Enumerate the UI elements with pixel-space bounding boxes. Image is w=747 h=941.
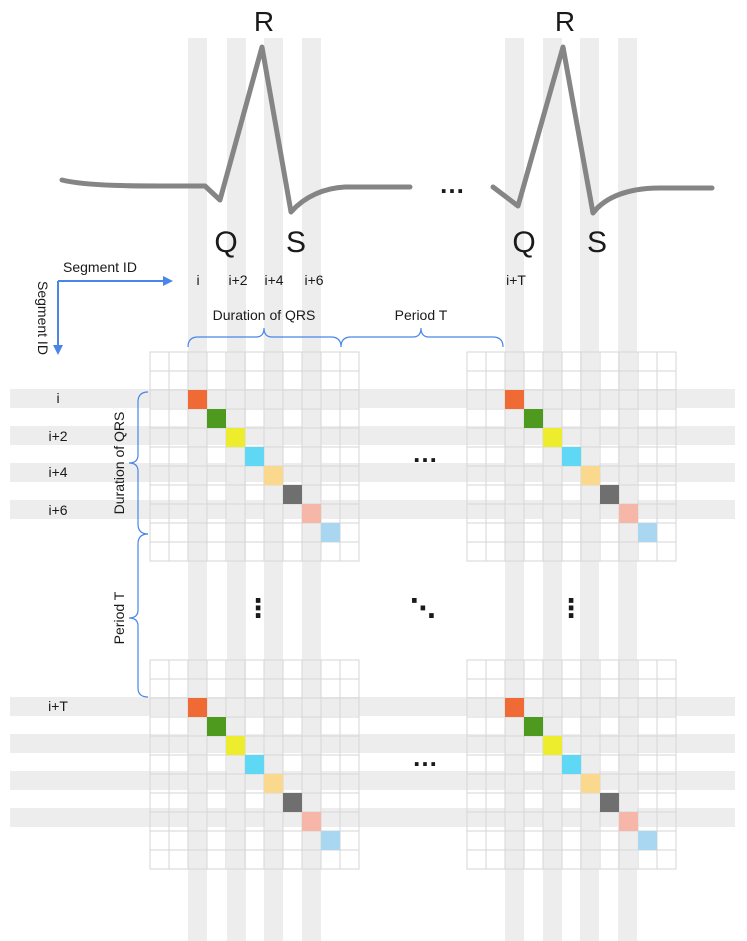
column-band <box>302 38 321 941</box>
diagonal-cell <box>638 831 657 850</box>
diagonal-cell <box>543 736 562 755</box>
diagonal-cell <box>302 812 321 831</box>
label-s-right: S <box>587 226 607 259</box>
column-band <box>543 38 562 941</box>
diagonal-cell <box>264 774 283 793</box>
diagonal-cell <box>188 698 207 717</box>
column-label: i+4 <box>264 272 283 288</box>
diagonal-cell <box>283 485 302 504</box>
diagonal-cell <box>302 504 321 523</box>
diagonal-cell <box>524 717 543 736</box>
ellipsis-horizontal-top: … <box>412 438 438 468</box>
similarity-matrices <box>149 351 677 870</box>
column-band <box>264 38 283 941</box>
brace-top-period <box>340 327 504 348</box>
column-label: i+6 <box>304 272 323 288</box>
column-band <box>618 38 637 941</box>
waveform-left <box>59 44 413 215</box>
diagonal-cell <box>226 428 245 447</box>
waveform-ellipsis: … <box>439 169 465 199</box>
ecg-waveform: R R Q S Q S … <box>59 6 715 259</box>
label-s-left: S <box>286 226 306 259</box>
ellipsis-horizontal-bottom: … <box>412 742 438 772</box>
diagonal-cell <box>638 523 657 542</box>
axis-label-horizontal: Segment ID <box>63 259 137 275</box>
row-band <box>10 734 735 753</box>
matrix-block <box>466 351 677 562</box>
diagonal-cell <box>524 409 543 428</box>
peak-r-left: R <box>254 6 274 37</box>
matrix-block <box>466 659 677 870</box>
axis-label-vertical: Segment ID <box>35 281 51 355</box>
column-band <box>505 38 524 941</box>
diagonal-cell <box>581 466 600 485</box>
matrix-block <box>149 351 360 562</box>
segment-id-axes: Segment ID Segment ID <box>35 259 173 355</box>
row-band <box>10 389 735 408</box>
row-label: i+4 <box>48 464 67 480</box>
diagonal-cell <box>283 793 302 812</box>
diagonal-cell <box>188 390 207 409</box>
brace-label-top-period: Period T <box>395 307 448 323</box>
column-band <box>580 38 599 941</box>
row-band <box>10 808 735 827</box>
diagonal-cell <box>321 831 340 850</box>
diagonal-cell <box>245 755 264 774</box>
column-label: i <box>196 272 199 288</box>
matrix-frame <box>149 351 360 562</box>
diagonal-cell <box>505 390 524 409</box>
ellipsis-vertical-left: ⋮ <box>245 593 271 623</box>
matrix-block <box>149 659 360 870</box>
row-band <box>10 500 735 519</box>
matrix-frame <box>149 659 360 870</box>
matrix-frame <box>466 659 677 870</box>
row-label: i+6 <box>48 502 67 518</box>
brace-side-period <box>128 533 149 698</box>
peak-r-right: R <box>555 6 575 37</box>
row-label: i+T <box>48 698 68 714</box>
matrix-ellipses: … … ⋮ ⋮ ⋱ <box>245 438 584 772</box>
diagonal-cell <box>264 466 283 485</box>
brace-label-top-qrs: Duration of QRS <box>213 307 316 323</box>
brace-side-qrs <box>128 391 149 535</box>
diagonal-cell <box>562 447 581 466</box>
row-band <box>10 697 735 716</box>
matrix-frame <box>466 351 677 562</box>
braces <box>128 327 504 698</box>
row-label: i <box>56 390 59 406</box>
brace-labels: Duration of QRS Period T Duration of QRS… <box>111 307 448 644</box>
ellipsis-diagonal: ⋱ <box>410 593 436 623</box>
brace-label-side-qrs: Duration of QRS <box>111 412 127 515</box>
brace-label-side-period: Period T <box>111 591 127 644</box>
label-q-right: Q <box>512 226 535 259</box>
diagonal-cell <box>245 447 264 466</box>
row-band <box>10 771 735 790</box>
column-label: i+2 <box>228 272 247 288</box>
diagonal-cell <box>226 736 245 755</box>
diagonal-cell <box>207 717 226 736</box>
diagonal-cell <box>581 774 600 793</box>
diagonal-cell <box>619 504 638 523</box>
diagonal-cell <box>562 755 581 774</box>
row-band <box>10 463 735 482</box>
diagonal-cell <box>619 812 638 831</box>
diagonal-cell <box>207 409 226 428</box>
row-label: i+2 <box>48 428 67 444</box>
brace-top-qrs <box>187 327 342 348</box>
row-labels: i i+2 i+4 i+6 i+T <box>48 390 68 714</box>
diagonal-cell <box>600 485 619 504</box>
diagonal-cell <box>321 523 340 542</box>
diagonal-cell <box>505 698 524 717</box>
column-band <box>188 38 207 941</box>
label-q-left: Q <box>214 226 237 259</box>
ellipsis-vertical-right: ⋮ <box>558 593 584 623</box>
column-label: i+T <box>506 272 526 288</box>
waveform-right <box>490 44 715 216</box>
diagonal-cell <box>600 793 619 812</box>
column-labels: i i+2 i+4 i+6 i+T <box>196 272 526 288</box>
diagonal-cell <box>543 428 562 447</box>
